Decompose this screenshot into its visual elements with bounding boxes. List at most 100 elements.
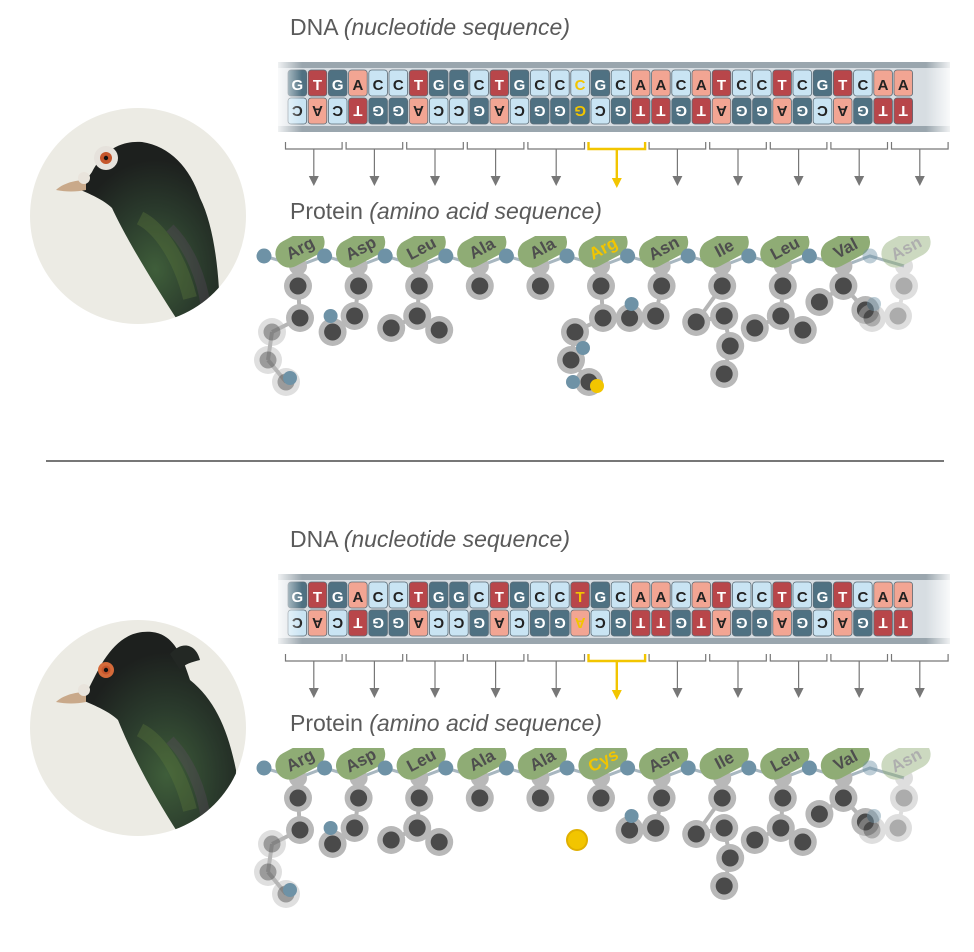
atom: [350, 277, 368, 295]
atom: [856, 301, 874, 319]
nitrogen-dot: [566, 375, 580, 389]
pigeon-body: [76, 141, 220, 324]
strand-edge-bottom: [278, 126, 950, 132]
codon-bracket: [890, 654, 949, 698]
atom: [350, 789, 368, 807]
base-pair: CG: [469, 69, 489, 125]
nucleotide-letter: T: [313, 589, 322, 606]
atom: [346, 819, 364, 837]
base-pair: CG: [731, 69, 752, 125]
base-pair: GC: [509, 581, 530, 637]
nucleotide-top: [711, 69, 732, 97]
nucleotide-letter: C: [595, 102, 606, 119]
atom: [794, 833, 812, 851]
nucleotide-bottom: [469, 97, 489, 125]
nucleotide-letter: A: [494, 102, 505, 119]
nucleotide-letter: C: [676, 589, 687, 606]
base-pair: TA: [772, 581, 792, 637]
atom: [810, 805, 828, 823]
codon-bracket: [345, 654, 404, 698]
nucleotide-letter: G: [857, 102, 869, 119]
base-pair: TA: [307, 69, 328, 125]
pigeon-body: [82, 631, 236, 836]
nucleotide-bottom: [328, 97, 348, 125]
nucleotide-letter: T: [656, 614, 665, 631]
nucleotide-letter: G: [574, 102, 586, 119]
amino-acid-pill: Ala: [457, 748, 507, 780]
amino-acid-pill: Val: [820, 236, 870, 268]
nucleotide-bottom: [853, 97, 873, 125]
atom: [772, 307, 790, 325]
nucleotide-top: [630, 69, 651, 97]
codon-bracket: [587, 654, 647, 700]
nucleotide-letter: A: [777, 614, 788, 631]
nucleotide-bottom: [893, 609, 914, 637]
nucleotide-letter: A: [696, 77, 707, 94]
atom: [382, 319, 400, 337]
atom: [259, 863, 277, 881]
nucleotide-top: [449, 581, 469, 609]
neck-sheen: [136, 211, 197, 300]
nucleotide-bottom: [590, 609, 611, 637]
nucleotide-letter: A: [837, 102, 848, 119]
atom: [592, 277, 610, 295]
nucleotide-letter: G: [817, 77, 829, 94]
amino-acid: Leu: [377, 236, 454, 344]
nucleotide-bottom: [893, 97, 914, 125]
pupil: [103, 667, 109, 673]
atom: [562, 351, 580, 369]
nucleotide-bottom: [812, 97, 833, 125]
nucleotide-bottom: [873, 97, 893, 125]
nucleotide-bottom: [590, 97, 611, 125]
base-pair: AT: [873, 581, 893, 637]
atom: [715, 819, 733, 837]
atom-ring: [858, 816, 886, 844]
base-pair: CG: [792, 581, 813, 637]
atom: [863, 821, 881, 839]
nucleotide-top: [328, 69, 348, 97]
base-pair: CG: [610, 581, 631, 637]
nucleotide-bottom: [772, 609, 792, 637]
nucleotide-letter: T: [495, 77, 504, 94]
nucleotide-bottom: [509, 609, 530, 637]
nucleotide-top: [550, 581, 570, 609]
nucleotide-letter: G: [392, 102, 404, 119]
atom: [410, 789, 428, 807]
atom: [408, 307, 426, 325]
atom: [810, 293, 828, 311]
alpha-carbon-ring: [895, 257, 913, 275]
atom: [895, 789, 913, 807]
backbone-dot: [377, 760, 393, 776]
arrow-down-icon: [733, 176, 743, 186]
nucleotide-letter: G: [615, 102, 627, 119]
nucleotide-letter: T: [838, 77, 847, 94]
backbone-dot: [801, 248, 817, 264]
nucleotide-bottom: [731, 609, 752, 637]
nucleotide-letter: C: [817, 102, 828, 119]
base-pair: CG: [731, 581, 752, 637]
backbone-dot: [680, 248, 696, 264]
nucleotide-top: [610, 69, 631, 97]
head-crest: [170, 645, 200, 670]
nucleotide-letter: G: [857, 614, 869, 631]
nucleotide-letter: T: [353, 614, 362, 631]
nucleotide-letter: C: [615, 77, 626, 94]
atom: [382, 831, 400, 849]
codon-bracket: [527, 142, 586, 186]
atom: [346, 307, 364, 325]
atom: [746, 319, 764, 337]
codon-bracket: [709, 142, 767, 186]
base-pair: AT: [893, 581, 914, 637]
nucleotide-letter: T: [879, 614, 888, 631]
atom: [566, 323, 584, 341]
nucleotide-letter: A: [878, 77, 889, 94]
nucleotide-bottom: [570, 97, 590, 125]
nucleotide-letter: G: [796, 614, 808, 631]
neck-sheen: [166, 224, 211, 309]
nucleotide-top: [873, 581, 893, 609]
base-pair: CG: [752, 581, 772, 637]
dna-label: DNA (nucleotide sequence): [290, 526, 571, 552]
amino-acid-pill: Asn: [639, 236, 689, 268]
nucleotide-bottom: [368, 609, 388, 637]
atom: [721, 849, 739, 867]
